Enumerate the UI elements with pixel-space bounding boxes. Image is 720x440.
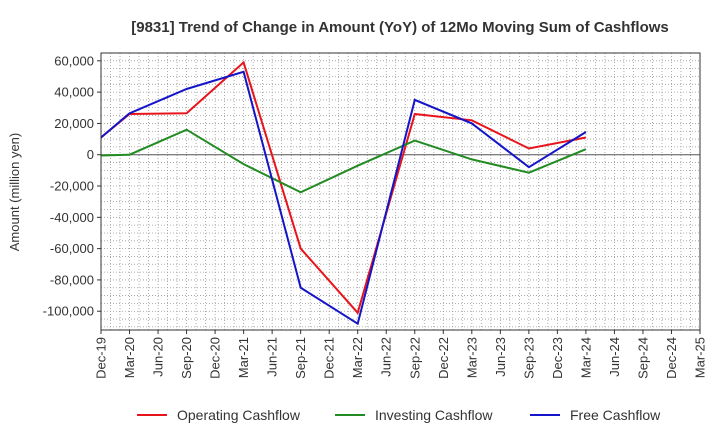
series-line-free-cashflow [100,70,587,326]
x-tick-label: Jun-24 [607,337,622,377]
x-tick-label: Mar-22 [350,337,365,378]
x-tick-label: Sep-24 [635,337,650,379]
y-axis-label: Amount (million yen) [7,133,22,252]
x-tick-label: Mar-24 [578,337,593,378]
x-tick-label: Sep-22 [407,337,422,379]
x-tick-label: Dec-21 [322,337,337,379]
x-tick-label: Mar-20 [122,337,137,378]
y-tick-label: -80,000 [50,272,94,287]
x-tick-label: Dec-20 [208,337,223,379]
y-tick-label: -20,000 [50,179,94,194]
series-line-operating-cashflow [100,60,587,315]
y-tick-label: -40,000 [50,210,94,225]
grid-lines [101,53,700,330]
x-tick-label: Mar-21 [236,337,251,378]
legend: Operating Cashflow Investing Cashflow Free… [137,407,661,423]
chart-title: [9831] Trend of Change in Amount (YoY) o… [131,19,669,36]
x-tick-label: Jun-20 [151,337,166,377]
x-tick-label: Mar-25 [693,337,708,378]
series-line-investing-cashflow [100,128,587,194]
legend-label-operating-cashflow: Operating Cashflow [177,407,301,423]
x-axis-ticks: Dec-19 Mar-20 Jun-20 Sep-20 Dec-20 Mar-21 Jun-… [94,330,708,379]
x-tick-label: Jun-22 [379,337,394,377]
x-tick-label: Dec-19 [94,337,109,379]
y-tick-label: 0 [87,147,94,162]
y-axis-ticks: 60,000 40,000 20,000 0 -20,000 -40,000 -60,000… [43,53,101,319]
x-tick-label: Jun-23 [493,337,508,377]
y-tick-label: 60,000 [54,53,94,68]
x-tick-label: Sep-21 [293,337,308,379]
y-tick-label: -100,000 [43,304,94,319]
x-tick-label: Dec-23 [550,337,565,379]
legend-label-investing-cashflow: Investing Cashflow [375,407,493,423]
x-tick-label: Mar-23 [464,337,479,378]
y-tick-label: 40,000 [54,85,94,100]
legend-label-free-cashflow: Free Cashflow [570,407,661,423]
x-tick-label: Dec-22 [436,337,451,379]
x-tick-label: Dec-24 [664,337,679,379]
y-tick-label: -60,000 [50,241,94,256]
plot-area-frame [100,52,701,331]
y-tick-label: 20,000 [54,116,94,131]
x-tick-label: Jun-21 [265,337,280,377]
x-tick-label: Sep-20 [179,337,194,379]
series-lines [100,60,587,326]
x-tick-label: Sep-23 [521,337,536,379]
